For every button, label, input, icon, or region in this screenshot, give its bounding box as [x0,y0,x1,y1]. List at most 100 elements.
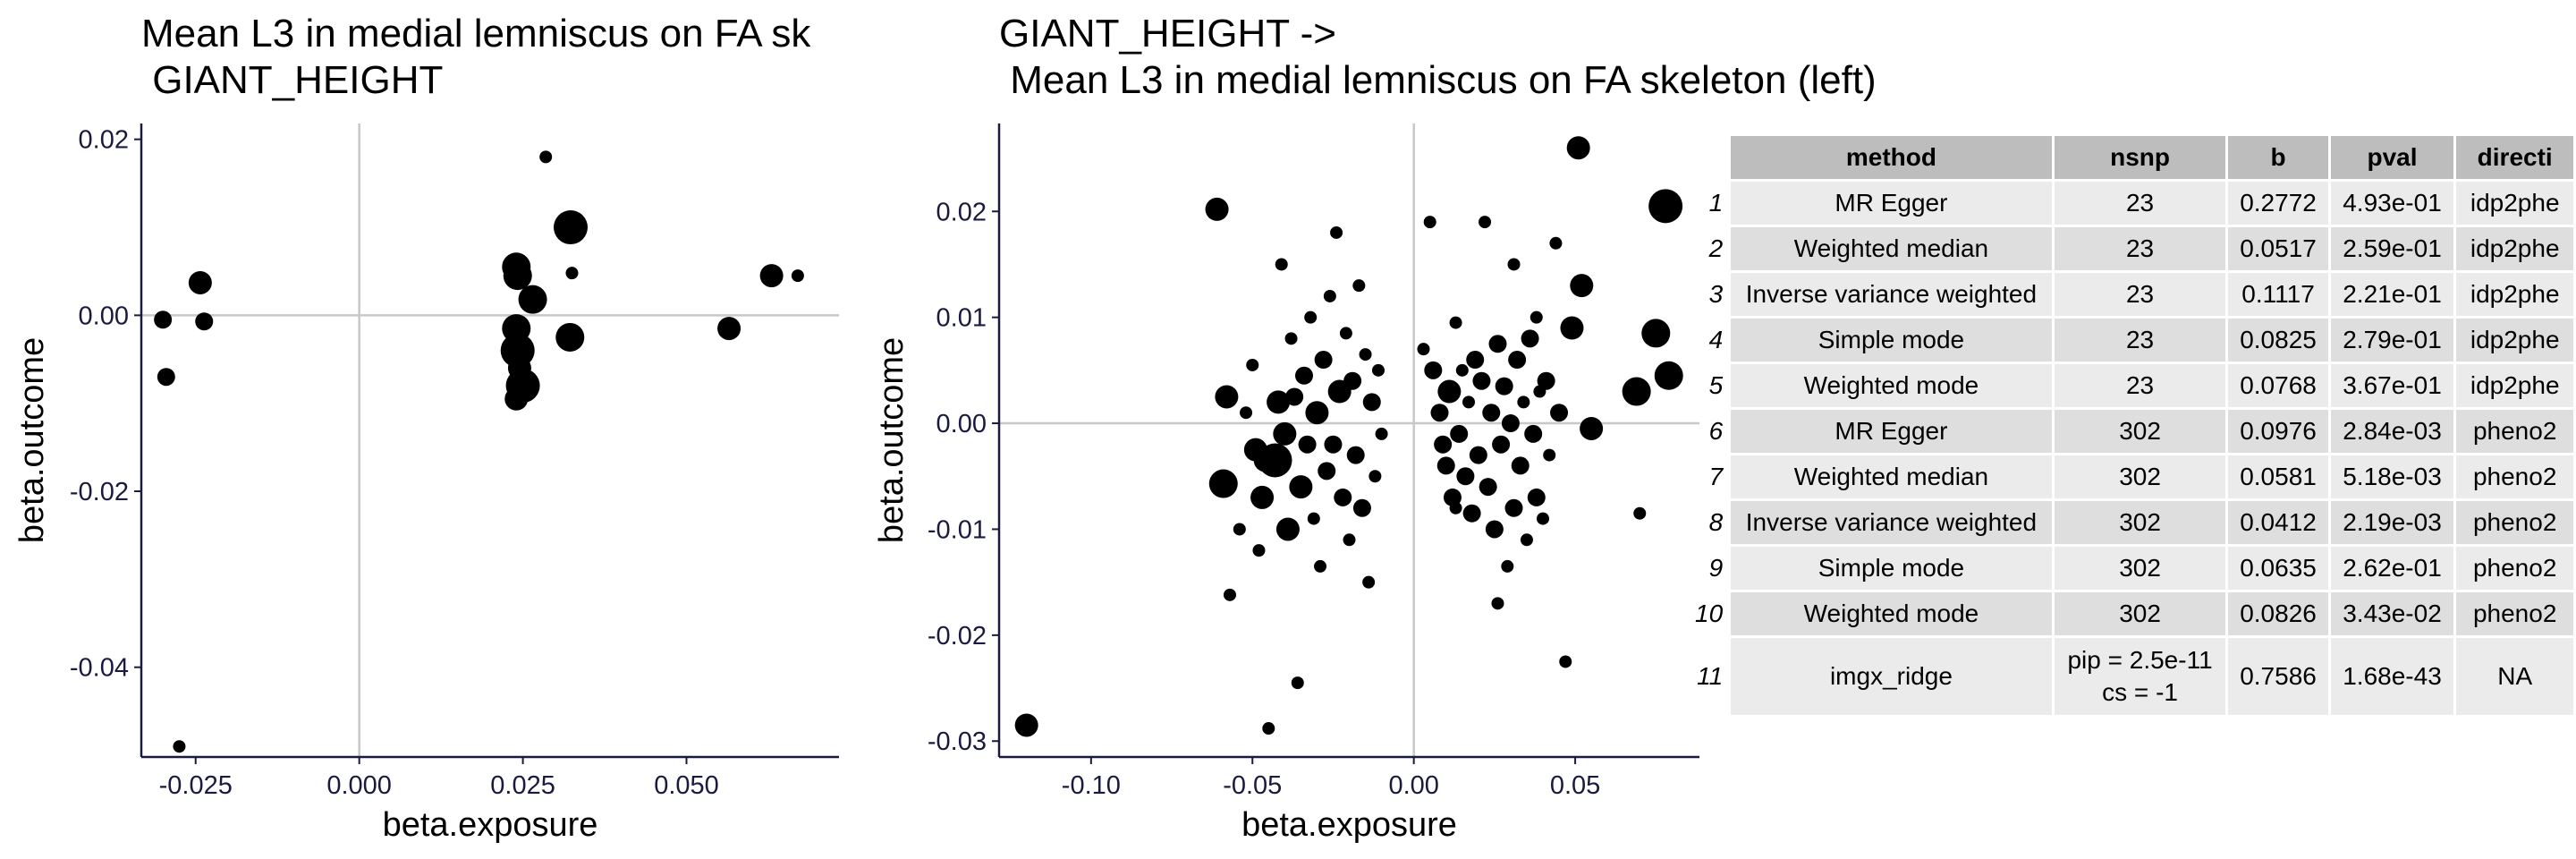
data-point [1430,404,1449,422]
cell-method: Inverse variance weighted [1731,501,2052,544]
table-header-row: method nsnp b pval directi [1693,136,2573,179]
row-number: 6 [1708,417,1724,445]
data-point [1285,387,1304,406]
data-point [1648,189,1683,224]
data-point [1560,316,1584,340]
data-point [1622,377,1651,406]
table-row: 7 Weighted median 302 0.0581 5.18e-03 ph… [1693,455,2573,498]
data-point [717,317,741,341]
row-number: 3 [1708,280,1724,308]
data-point [1479,216,1492,229]
cell-direction: pheno2 [2456,501,2573,544]
data-point [1215,385,1239,409]
data-point [565,267,579,280]
data-point [1462,395,1476,409]
y-tick-label: 0.01 [936,304,987,333]
data-point [1504,498,1523,517]
table-row: 9 Simple mode 302 0.0635 2.62e-01 pheno2 [1693,547,2573,590]
cell-pval: 3.43e-02 [2330,592,2454,635]
cell-b: 0.0825 [2228,319,2328,361]
cell-nsnp: 23 [2054,273,2226,316]
data-point [1417,343,1430,356]
cell-direction: idp2phe [2456,273,2573,316]
data-point [1580,416,1604,440]
nsnp-line-pip: pip = 2.5e-11 [2067,646,2213,674]
data-point [1511,456,1530,475]
data-point [518,285,547,314]
x-axis-label: beta.exposure [1241,806,1457,844]
x-tick-label: 0.000 [326,771,392,800]
row-number: 4 [1708,326,1724,353]
data-point [1289,475,1313,499]
data-point [1352,498,1371,517]
data-point [1375,427,1388,440]
data-point [173,740,186,753]
table-row: 6 MR Egger 302 0.0976 2.84e-03 pheno2 [1693,410,2573,453]
row-number-header [1693,136,1728,179]
cell-method: Weighted mode [1731,592,2052,635]
data-point [1291,676,1304,690]
cell-method: Weighted median [1731,227,2052,270]
data-point [1482,404,1501,422]
y-tick-label: -0.01 [928,515,987,544]
cell-pval: 2.21e-01 [2330,273,2454,316]
data-point [1262,722,1275,736]
data-point [1330,225,1343,239]
data-point [1314,559,1327,573]
cell-method: Inverse variance weighted [1731,273,2052,316]
cell-pval: 4.93e-01 [2330,182,2454,225]
data-point [1449,501,1462,515]
row-number: 10 [1695,600,1724,627]
nsnp-line-cs: cs = -1 [2102,678,2178,706]
y-tick-label: -0.02 [70,478,129,506]
y-tick-label: 0.02 [79,126,129,155]
row-number: 2 [1708,234,1724,262]
table-row: 10 Weighted mode 302 0.0826 3.43e-02 phe… [1693,592,2573,635]
x-tick-label: 0.00 [1388,771,1438,800]
data-point [1550,404,1569,422]
cell-direction: pheno2 [2456,455,2573,498]
data-point [1450,424,1469,443]
data-point [1294,366,1313,385]
cell-b: 0.0581 [2228,455,2328,498]
data-point [1240,406,1253,420]
data-point [1543,448,1556,462]
cell-direction: pheno2 [2456,547,2573,590]
data-point [1362,575,1376,589]
data-point [1253,448,1277,472]
data-point [1479,478,1497,497]
data-point [1501,559,1514,573]
table-row: 1 MR Egger 23 0.2772 4.93e-01 idp2phe [1693,182,2573,225]
data-point [1223,588,1236,601]
cell-b: 0.0768 [2228,364,2328,407]
data-point [1566,136,1590,160]
data-point [1343,371,1362,390]
table-row: 4 Simple mode 23 0.0825 2.79e-01 idp2phe [1693,319,2573,361]
cell-nsnp: 302 [2054,410,2226,453]
data-point [1284,332,1298,345]
row-number: 1 [1708,189,1724,217]
data-point [188,270,212,294]
data-point [1508,351,1527,370]
data-point [1462,504,1481,523]
data-point [1633,506,1647,520]
data-point [1501,414,1520,433]
data-point [1517,395,1530,409]
cell-pval: 2.62e-01 [2330,547,2454,590]
cell-b: 0.1117 [2228,273,2328,316]
x-tick-label: -0.05 [1223,771,1282,800]
table-row: 5 Weighted mode 23 0.0768 3.67e-01 idp2p… [1693,364,2573,407]
cell-pval: 2.19e-03 [2330,501,2454,544]
data-point [1530,310,1543,324]
data-point [1243,438,1267,462]
data-point [1014,713,1038,737]
cell-method: Weighted median [1731,455,2052,498]
data-point [1449,316,1462,329]
cell-nsnp: 302 [2054,501,2226,544]
data-point [1250,485,1275,509]
table-row: 2 Weighted median 23 0.0517 2.59e-01 idp… [1693,227,2573,270]
data-point [1298,435,1317,454]
data-point [157,368,175,387]
data-point [1456,467,1475,486]
data-point [1318,462,1336,481]
